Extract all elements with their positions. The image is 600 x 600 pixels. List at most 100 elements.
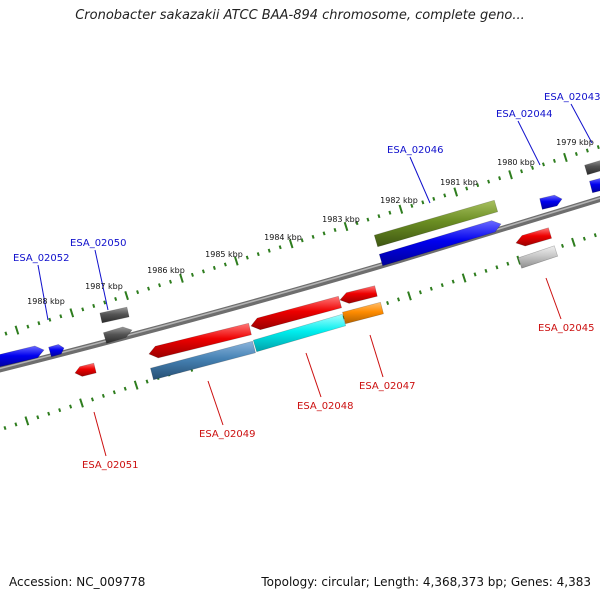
gene-feature[interactable]	[0, 345, 45, 368]
gene-feature[interactable]	[517, 245, 559, 269]
ruler-tick	[366, 217, 370, 222]
gene-label[interactable]: ESA_02046	[387, 145, 444, 156]
ruler-tick	[179, 273, 184, 283]
ruler-tick	[212, 265, 216, 270]
ruler-tick	[136, 290, 140, 295]
gene-feature[interactable]	[103, 326, 133, 344]
ruler-tick	[508, 170, 513, 180]
gene-leader-line	[369, 334, 384, 378]
gene-feature[interactable]	[99, 306, 130, 324]
ruler-tick	[343, 221, 349, 232]
ruler-tick	[37, 321, 41, 326]
gene-feature[interactable]	[539, 194, 563, 210]
kbp-tick-label: 1984 kbp	[264, 233, 302, 242]
gene-feature[interactable]	[589, 178, 600, 194]
ruler-tick	[473, 272, 477, 277]
ruler-tick	[333, 227, 337, 232]
gene-label[interactable]: ESA_02047	[359, 381, 416, 392]
ruler-tick	[388, 210, 392, 215]
gene-label[interactable]: ESA_02048	[297, 401, 354, 412]
gene-feature[interactable]	[252, 313, 347, 353]
gene-label[interactable]: ESA_02044	[496, 109, 553, 120]
ruler-tick	[147, 286, 151, 291]
ruler-tick	[48, 317, 52, 322]
gene-feature[interactable]	[74, 362, 97, 377]
gene-label[interactable]: ESA_02049	[199, 429, 256, 440]
ruler-tick	[288, 239, 294, 249]
gene-label[interactable]: ESA_02052	[13, 253, 70, 264]
ruler-tick	[234, 256, 239, 266]
gene-feature[interactable]	[584, 159, 600, 176]
kbp-tick-label: 1985 kbp	[205, 250, 243, 259]
ruler-tick	[398, 204, 404, 214]
ruler-tick	[407, 291, 412, 301]
kbp-tick-label: 1986 kbp	[147, 266, 185, 275]
kbp-tick-label: 1979 kbp	[556, 138, 594, 147]
ruler-tick	[596, 145, 600, 150]
ruler-tick	[278, 245, 282, 250]
ruler-tick	[169, 279, 173, 284]
gene-label[interactable]: ESA_02051	[82, 460, 139, 471]
ruler-tick	[410, 203, 414, 208]
ruler-tick	[3, 425, 7, 431]
ruler-tick	[520, 169, 524, 174]
ruler-tick	[133, 380, 139, 390]
kbp-tick-label: 1981 kbp	[440, 178, 478, 187]
ruler-tick	[223, 262, 227, 267]
ruler-tick	[58, 408, 62, 413]
ruler-tick	[190, 272, 194, 277]
ruler-tick	[201, 269, 205, 274]
ruler-tick	[245, 255, 249, 260]
ruler-tick	[90, 397, 94, 402]
gene-feature[interactable]	[342, 301, 384, 325]
gene-feature[interactable]	[378, 220, 502, 267]
gene-leader-line	[517, 120, 541, 166]
gene-feature[interactable]	[148, 322, 252, 359]
gene-feature[interactable]	[339, 285, 378, 304]
map-title: Cronobacter sakazakii ATCC BAA-894 chrom…	[75, 8, 525, 23]
ruler-tick	[484, 268, 488, 273]
ruler-tick	[36, 415, 40, 420]
gene-feature[interactable]	[515, 227, 552, 247]
ruler-tick	[79, 398, 84, 408]
ruler-tick	[256, 252, 260, 257]
gene-leader-line	[207, 380, 224, 426]
ruler-tick	[355, 221, 359, 226]
ruler-tick	[541, 162, 545, 167]
ruler-tick	[145, 379, 149, 384]
gene-label[interactable]: ESA_02043	[544, 92, 600, 103]
gene-label[interactable]: ESA_02045	[538, 323, 595, 334]
gene-feature[interactable]	[250, 295, 342, 331]
ruler-tick	[14, 325, 20, 335]
ruler-tick	[495, 265, 499, 270]
gene-leader-line	[93, 411, 107, 457]
ruler-tick	[24, 416, 30, 426]
ruler-tick	[516, 255, 522, 265]
ruler-tick	[476, 183, 480, 188]
ruler-tick	[69, 404, 73, 409]
ruler-tick	[582, 236, 586, 241]
gene-feature[interactable]	[48, 344, 65, 358]
ruler-tick	[461, 273, 467, 283]
ruler-tick	[432, 196, 436, 201]
ruler-tick	[322, 231, 326, 236]
ruler-tick	[59, 314, 63, 319]
ruler-tick	[429, 286, 433, 291]
gene-label[interactable]: ESA_02050	[70, 238, 127, 249]
ruler-tick	[300, 238, 304, 243]
ruler-tick	[114, 297, 118, 302]
ruler-tick	[377, 214, 381, 219]
gene-feature[interactable]	[373, 199, 499, 248]
gene-leader-line	[545, 277, 562, 320]
ruler-tick	[267, 248, 271, 253]
ruler-tick	[386, 300, 390, 306]
gene-feature[interactable]	[150, 340, 256, 381]
outer-scale-ruler	[4, 145, 600, 336]
ruler-tick	[498, 176, 502, 181]
ruler-tick	[593, 233, 597, 238]
ruler-tick	[81, 307, 85, 312]
ruler-tick	[465, 186, 469, 191]
ruler-tick	[14, 422, 18, 427]
ruler-tick	[585, 148, 589, 153]
